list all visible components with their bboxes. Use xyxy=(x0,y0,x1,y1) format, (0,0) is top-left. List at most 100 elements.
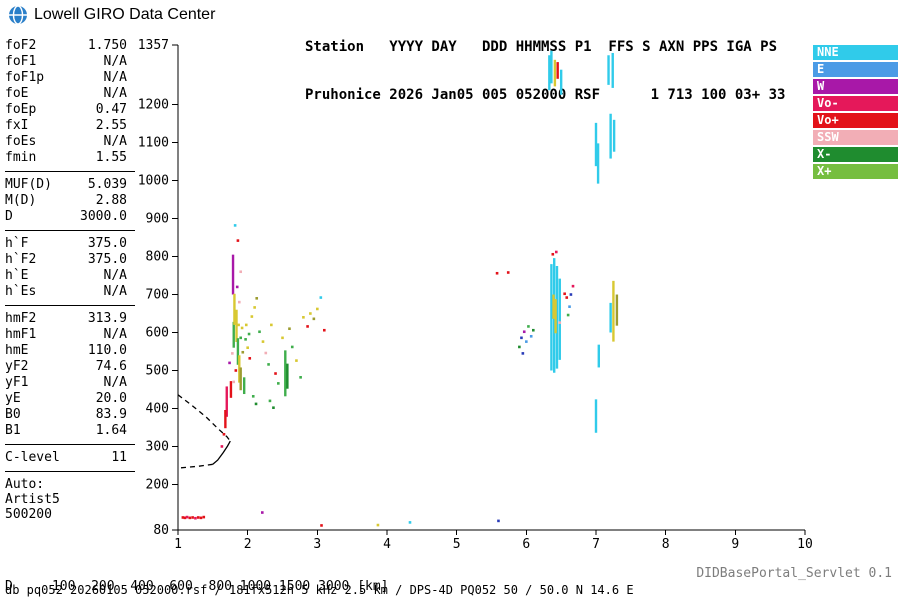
param-value: 83.9 xyxy=(95,407,127,422)
echo-dot xyxy=(220,445,224,448)
echo-dot xyxy=(527,325,530,328)
echo-dot xyxy=(408,521,412,524)
echo-dot xyxy=(551,252,555,256)
echo-dot xyxy=(521,352,525,355)
param-label: D xyxy=(5,209,13,224)
param-row-hmf2: hmF2 313.9 xyxy=(5,311,127,327)
echo-dot xyxy=(312,317,316,321)
param-value: 11 xyxy=(111,450,127,465)
echo-dot xyxy=(239,270,242,274)
x-tick-label: 1 xyxy=(174,537,182,552)
echo-dot xyxy=(236,239,240,242)
param-label: foF1p xyxy=(5,70,45,85)
param-row-fmin: fmin 1.55 xyxy=(5,150,127,166)
param-row-b0: B0 83.9 xyxy=(5,407,127,423)
y-tick-label: 1200 xyxy=(138,98,169,113)
y-tick-label: 80 xyxy=(153,523,169,538)
echo-dot xyxy=(520,336,523,340)
measurement-info: db pq052 20260105 052000.rsf / 181fx512h… xyxy=(5,583,634,597)
echo-dot xyxy=(185,515,189,519)
autoscale-info-line: 500200 xyxy=(5,507,52,522)
echo-dot xyxy=(267,363,270,366)
echo-dot xyxy=(571,284,575,288)
echo-dot xyxy=(250,315,254,318)
echo-dot xyxy=(316,307,319,311)
echo-dot xyxy=(255,297,259,300)
brand-name: Lowell GIRO Data Center xyxy=(34,6,216,23)
y-tick-label: 300 xyxy=(146,439,169,454)
echo-dot xyxy=(239,336,242,340)
param-row-yf2: yF2 74.6 xyxy=(5,359,127,375)
divider xyxy=(5,444,135,445)
param-value: 20.0 xyxy=(95,391,127,406)
legend-item-nne: NNE xyxy=(813,45,898,60)
param-value: N/A xyxy=(103,54,127,69)
param-row-ye: yE 20.0 xyxy=(5,391,127,407)
echo-dot xyxy=(244,338,247,341)
echo-dot xyxy=(238,300,241,304)
param-label: hmE xyxy=(5,343,29,358)
echo-dot xyxy=(274,372,277,375)
param-label: foE xyxy=(5,86,29,101)
param-row-md: M(D) 2.88 xyxy=(5,193,127,209)
echo-dot xyxy=(253,306,256,309)
echo-dot xyxy=(260,511,264,514)
param-value: N/A xyxy=(103,86,127,101)
param-value: 1.55 xyxy=(95,150,127,165)
echo-dot xyxy=(232,380,236,384)
echo-dot xyxy=(233,224,237,227)
param-value: 2.88 xyxy=(95,193,127,208)
echo-dot xyxy=(222,432,226,436)
divider xyxy=(5,471,135,472)
echo-type-legend: NNE E W Vo- Vo+ SSW X- X+ xyxy=(813,45,898,181)
echo-dot xyxy=(246,346,249,349)
y-tick-label: 1100 xyxy=(138,136,169,151)
param-value: 1.750 xyxy=(87,38,127,53)
y-tick-label: 400 xyxy=(146,401,169,416)
param-label: h`F xyxy=(5,236,29,251)
legend-item-w: W xyxy=(813,79,898,94)
echo-dot xyxy=(272,406,275,410)
param-value: N/A xyxy=(103,284,127,299)
echo-dot xyxy=(568,305,571,308)
param-row-fof1p: foF1p N/A xyxy=(5,70,127,86)
legend-item-xminus: X- xyxy=(813,147,898,162)
divider xyxy=(5,305,135,306)
param-row-clevel: C-level 11 xyxy=(5,450,127,466)
legend-item-ssw: SSW xyxy=(813,130,898,145)
echo-dot xyxy=(191,516,194,519)
echo-dot xyxy=(196,516,200,519)
param-value: 0.47 xyxy=(95,102,127,117)
param-label: foEs xyxy=(5,134,37,149)
echo-dot xyxy=(306,325,309,328)
echo-dot xyxy=(248,357,252,360)
echo-dot xyxy=(565,296,569,299)
echo-dot xyxy=(194,516,197,520)
param-value: N/A xyxy=(103,70,127,85)
legend-item-xplus: X+ xyxy=(813,164,898,179)
echo-dot xyxy=(495,271,499,275)
param-value: 1.64 xyxy=(95,423,127,438)
x-tick-label: 2 xyxy=(244,537,252,552)
echo-dot xyxy=(240,326,244,330)
ionogram-header: Station YYYY DAY DDD HHMMSS P1 FFS S AXN… xyxy=(305,7,785,135)
y-tick-label: 800 xyxy=(146,250,169,265)
divider xyxy=(5,230,135,231)
echo-dot xyxy=(234,369,238,372)
echo-dot xyxy=(309,312,312,315)
servlet-version: DIDBasePortal_Servlet 0.1 xyxy=(696,566,892,581)
profile-bottomside-dashed xyxy=(177,463,213,469)
param-label: fmin xyxy=(5,150,37,165)
param-label: yF1 xyxy=(5,375,29,390)
param-label: h`F2 xyxy=(5,252,37,267)
echo-dot xyxy=(244,323,248,327)
echo-dot xyxy=(299,376,302,379)
param-label: MUF(D) xyxy=(5,177,52,192)
param-row-d: D 3000.0 xyxy=(5,209,127,225)
echo-dot xyxy=(188,516,192,520)
d-muf-table: D 100 200 400 600 800 1000 1500 3000 [km… xyxy=(5,549,396,600)
y-tick-label: 200 xyxy=(146,477,169,492)
echo-dot xyxy=(506,271,510,274)
legend-item-e: E xyxy=(813,62,898,77)
